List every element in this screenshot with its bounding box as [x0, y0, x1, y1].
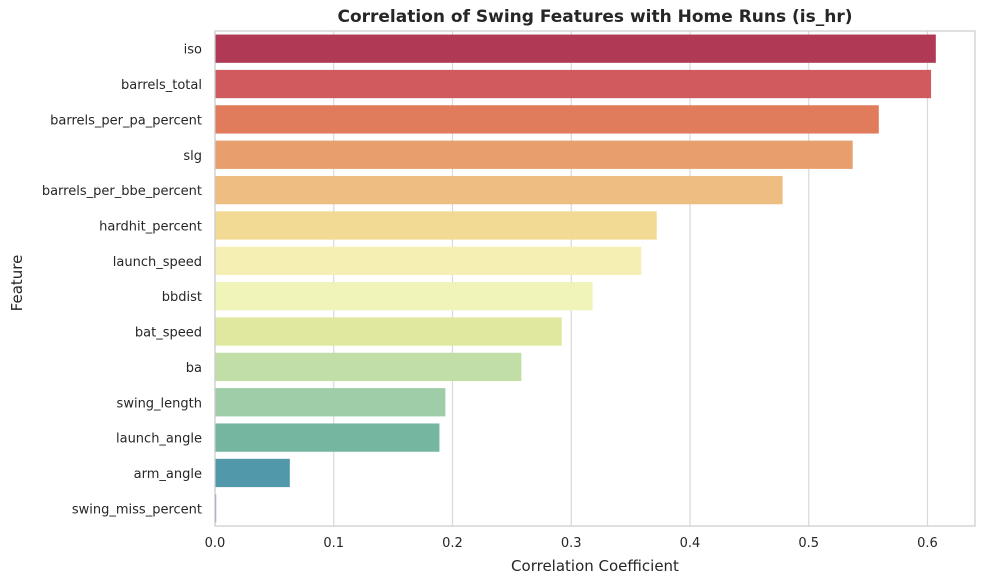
x-tick-labels: 0.0 0.1 0.2 0.3 0.4 0.5 0.6 [205, 536, 938, 551]
bar-bbdist [215, 282, 593, 311]
y-tick-label: bat_speed [135, 326, 202, 341]
y-tick-label: slg [183, 149, 202, 164]
y-tick-label: bbdist [162, 290, 202, 305]
bar-slg [215, 140, 853, 169]
bar-arm_angle [215, 458, 290, 488]
x-axis-label: Correlation Coefficient [511, 557, 679, 575]
bar-iso [215, 34, 936, 63]
y-tick-label: swing_miss_percent [72, 502, 202, 517]
bar-bat_speed [215, 317, 562, 346]
plot-frame [214, 30, 976, 527]
bar-barrels_total [215, 69, 932, 99]
bar-ba [215, 352, 522, 382]
bar-hardhit_percent [215, 211, 657, 240]
y-tick-label: iso [184, 43, 202, 58]
x-tick-label: 0.6 [917, 536, 938, 551]
x-tick-label: 0.4 [680, 536, 701, 551]
bar-barrels_per_pa_percent [215, 105, 879, 134]
x-tick-label: 0.1 [323, 536, 344, 551]
y-tick-label: launch_angle [116, 432, 202, 447]
y-tick-label: barrels_per_pa_percent [50, 113, 202, 128]
y-tick-label: launch_speed [113, 255, 202, 270]
bar-barrels_per_bbe_percent [215, 175, 783, 205]
y-tick-label: barrels_per_bbe_percent [42, 184, 202, 199]
chart-title: Correlation of Swing Features with Home … [337, 7, 852, 27]
y-axis-label: Feature [8, 255, 26, 312]
x-tick-label: 0.2 [442, 536, 463, 551]
x-tick-label: 0.3 [561, 536, 582, 551]
bars [215, 34, 936, 523]
y-tick-label: arm_angle [134, 467, 202, 482]
y-tick-label: swing_length [117, 396, 202, 411]
x-tick-label: 0.0 [205, 536, 226, 551]
bar-swing_length [215, 388, 446, 417]
y-tick-label: hardhit_percent [99, 219, 202, 234]
y-tick-labels: iso barrels_total barrels_per_pa_percentsl… [42, 43, 202, 518]
bar-launch_angle [215, 423, 440, 452]
bar-launch_speed [215, 246, 642, 275]
y-tick-label: ba [186, 361, 202, 376]
x-tick-label: 0.5 [798, 536, 819, 551]
y-tick-label: barrels_total [121, 78, 202, 93]
